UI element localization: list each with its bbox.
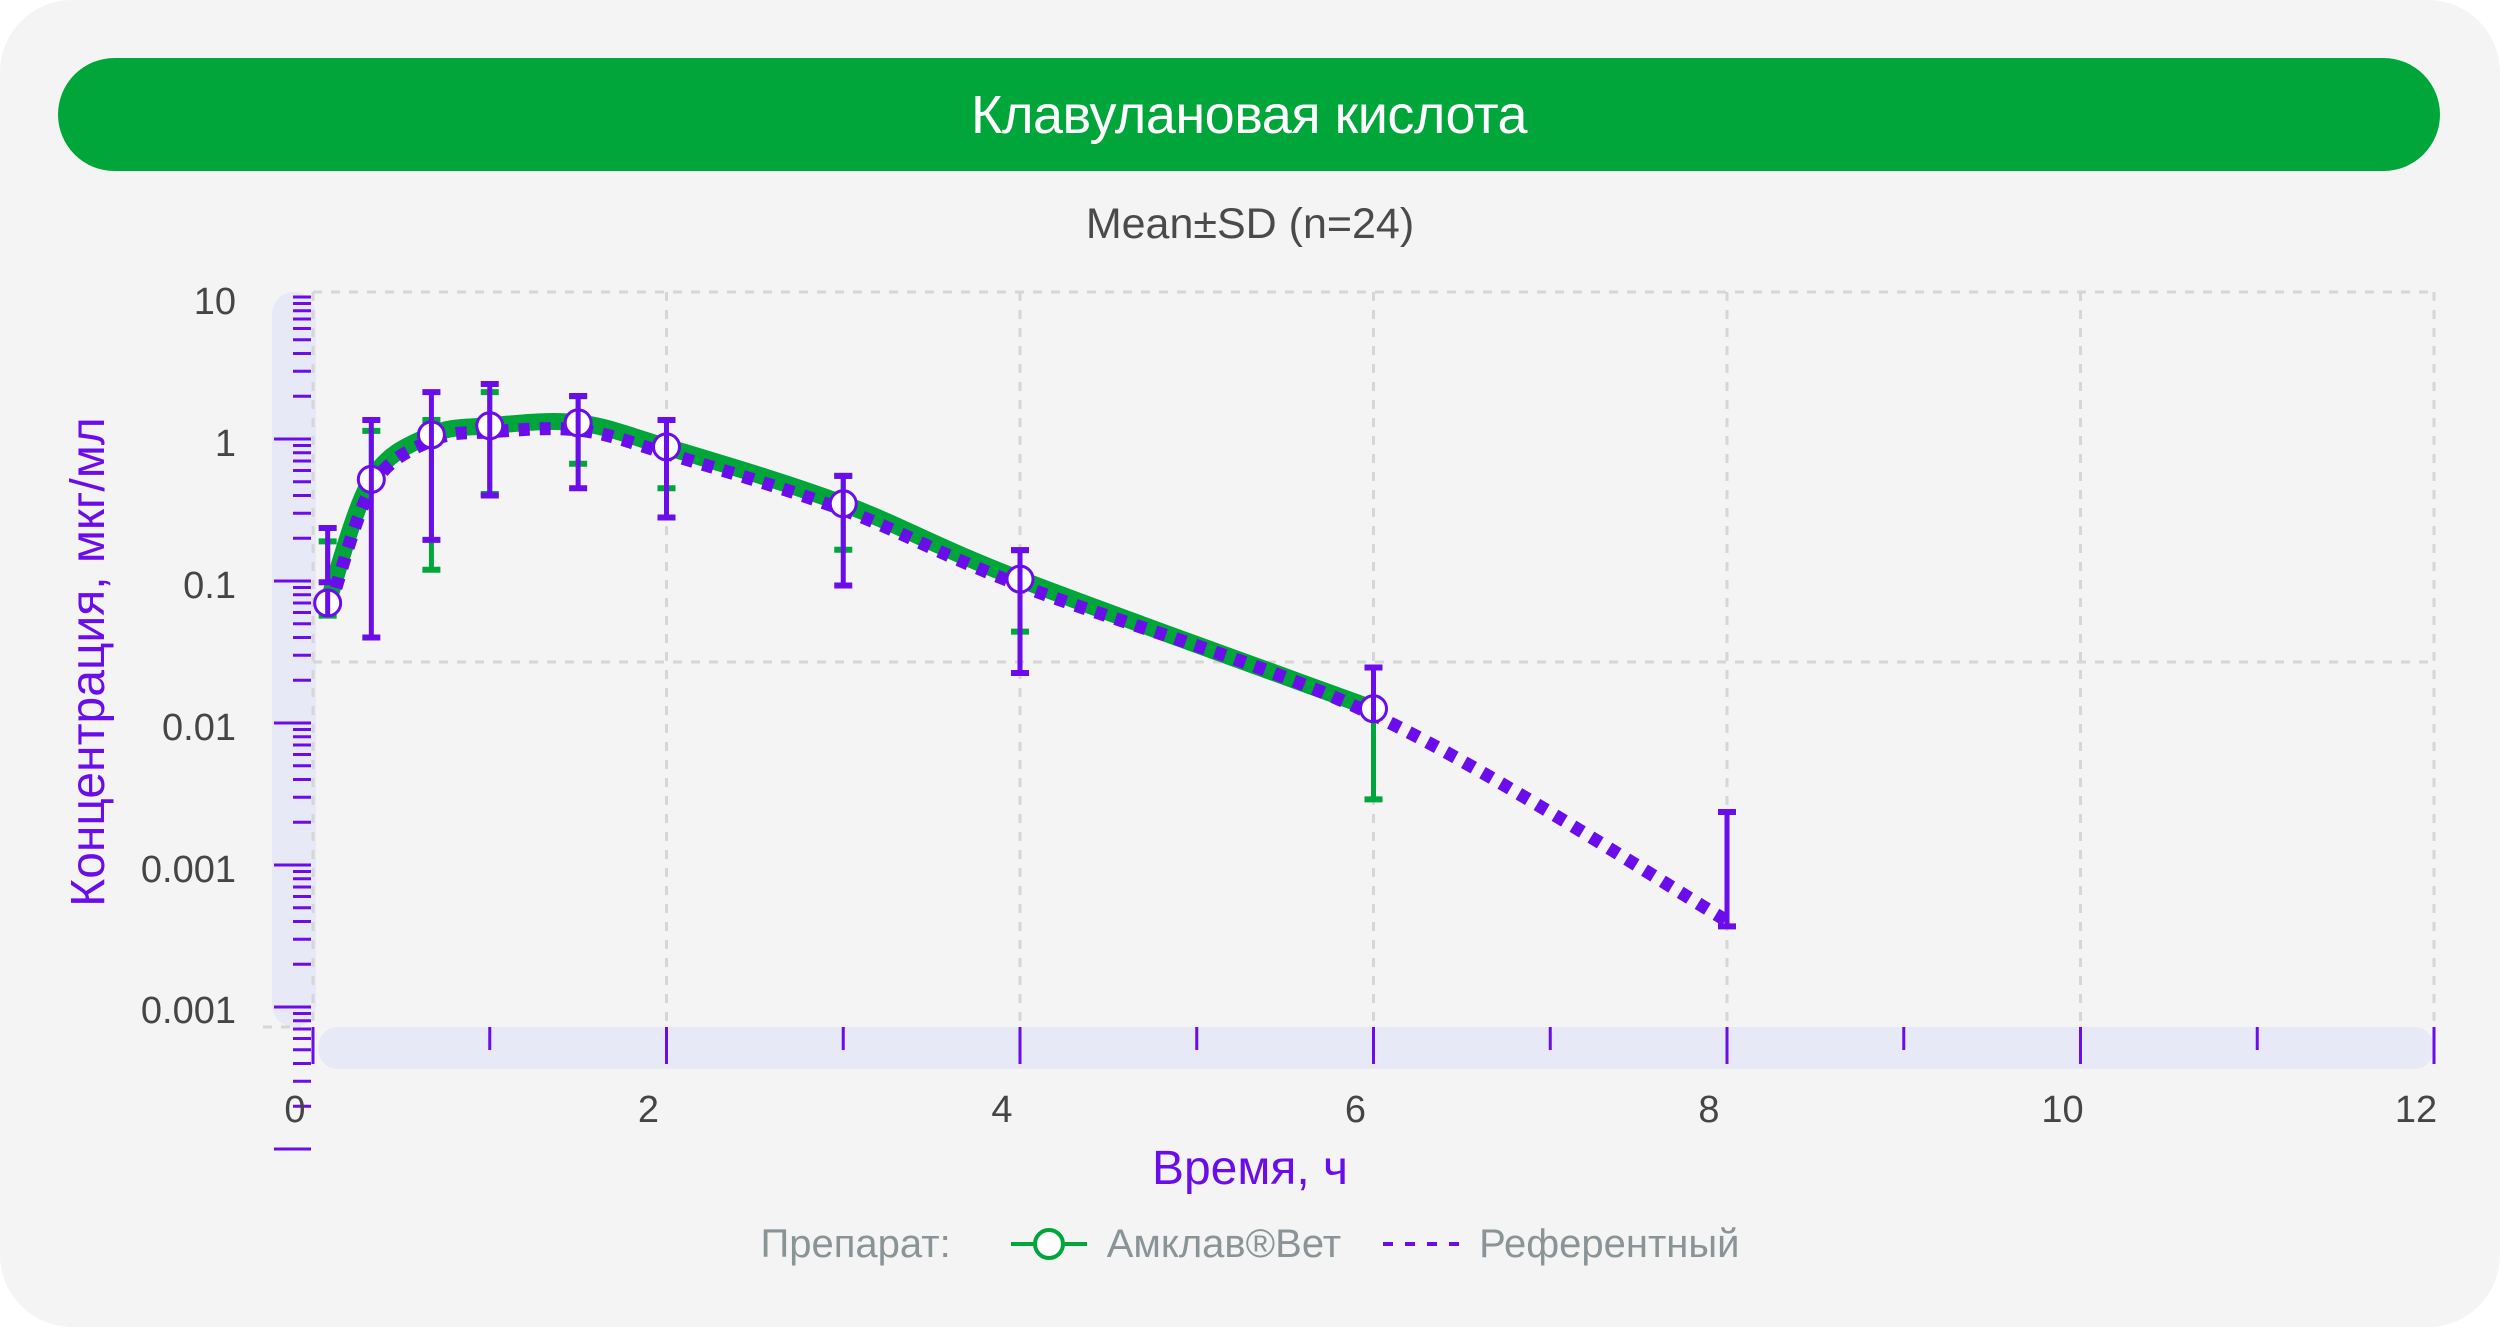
grid-lines	[263, 290, 2436, 1029]
legend-item-amklav-vet[interactable]: Амклав®Вет	[1009, 1222, 1341, 1267]
title-bar: Клавулановая кислота	[58, 58, 2440, 171]
axis-bands	[272, 292, 2434, 1069]
series-reference	[323, 422, 1733, 928]
legend-label-reference: Референтный	[1479, 1221, 1740, 1266]
x-tick-label: 12	[2395, 1089, 2437, 1131]
data-markers	[313, 408, 1388, 724]
legend-item-reference[interactable]: Референтный	[1381, 1222, 1739, 1267]
y-axis-title: Концентрация, мкг/мл	[62, 417, 115, 907]
legend: Препарат: Амклав®Вет Референтный	[0, 1212, 2500, 1276]
x-tick-label: 0	[284, 1089, 305, 1131]
x-tick-label: 2	[638, 1089, 659, 1131]
x-axis-ticks	[311, 1027, 2436, 1064]
y-tick-label: 0.1	[183, 565, 236, 607]
x-axis-tick-labels: 0 2 4 6 8 10 12	[284, 1089, 2437, 1131]
x-axis-title: Время, ч	[1152, 1142, 1348, 1195]
dashed-line-icon	[1383, 1242, 1460, 1246]
y-axis-ticks	[274, 295, 311, 1151]
y-tick-label: 0.001	[141, 990, 236, 1032]
chart-subtitle: Mean±SD (n=24)	[1085, 200, 1415, 248]
solid-line-circle-icon	[1010, 1228, 1087, 1260]
x-tick-label: 4	[991, 1089, 1012, 1131]
x-tick-label: 6	[1345, 1089, 1366, 1131]
error-bars	[318, 380, 1736, 930]
legend-label-amklav-vet: Амклав®Вет	[1106, 1221, 1342, 1266]
x-tick-label: 10	[2041, 1089, 2083, 1131]
y-tick-label: 1	[215, 423, 236, 465]
y-tick-label: 10	[194, 281, 236, 323]
series-amklav-vet	[319, 413, 1382, 718]
x-tick-label: 8	[1698, 1089, 1719, 1131]
y-tick-label: 0.01	[162, 707, 236, 749]
y-tick-label: 0.001	[141, 849, 236, 891]
chart-title: Клавулановая кислота	[971, 84, 1527, 145]
y-axis-tick-labels: 10 1 0.1 0.01 0.001 0.001	[141, 281, 236, 1032]
legend-title: Препарат:	[760, 1221, 951, 1266]
